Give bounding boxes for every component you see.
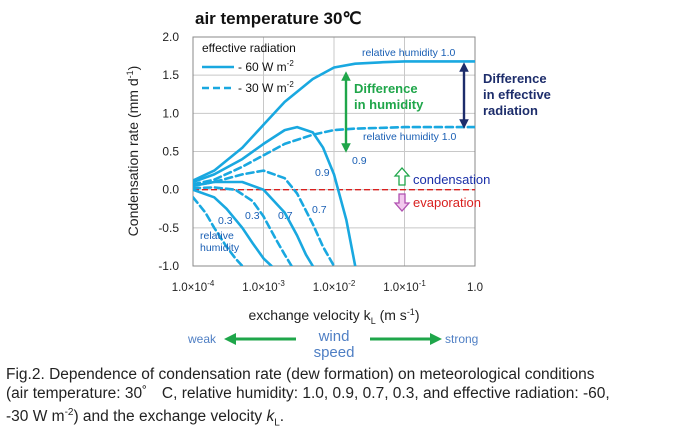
wind-label-1: wind [318,328,350,345]
rh-07-dashed: 0.7 [312,204,327,216]
figure-caption: Fig.2. Dependence of condensation rate (… [6,365,690,432]
y-ticks: 2.0 1.5 1.0 0.5 0.0 -0.5 -1.0 [158,30,179,273]
y-tick-label: -1.0 [158,259,179,273]
y-tick-label: 0.5 [162,145,179,159]
chart-svg: air temperature 30℃ 2.0 1.5 1.0 0.5 0.0 -0.5 -… [125,9,551,326]
series-line-dashed-rh-0.3 [193,196,244,266]
y-tick-label: -0.5 [158,221,179,235]
evaporation-label: evaporation [413,195,481,210]
y-tick-label: 1.0 [162,106,179,120]
caption-line-1: Fig.2. Dependence of condensation rate (… [6,366,595,383]
diff-humidity-label-1: Difference [354,81,418,96]
rh-word-2: humidity [200,242,240,254]
series-line-dashed-rh-0.7 [193,186,293,266]
x-tick-label: 1.0×10-3 [242,279,285,294]
series-line-solid-rh-0.3 [193,188,273,266]
legend: effective radiation - 60 W m-2 - 30 W m-… [202,41,296,95]
x-axis-label: exchange velocity kL (m s-1) [249,307,420,326]
series-line-solid-rh-0.9 [193,125,357,266]
plot-frame [192,36,476,267]
y-tick-label: 2.0 [162,30,179,44]
diff-humidity-label-2: in humidity [354,97,424,112]
rh-label-1-dashed: relative humidity 1.0 [363,131,457,143]
x-tick-label: 1.0×10-1 [383,279,426,294]
arrow-down-icon [393,193,411,212]
series-line-dashed-rh-1.0 [193,125,475,186]
caption-line-2: (air temperature: 30゜ C, relative humidi… [6,385,610,402]
x-tick-label: 1.0 [467,282,483,294]
chart-title: air temperature 30℃ [195,9,362,28]
rh-09-dashed: 0.9 [315,167,330,179]
rh-word-1: relative [200,230,234,242]
diff-radiation-label-1: Difference [483,71,547,86]
rh-03-solid: 0.3 [245,210,260,222]
series-group [193,60,475,266]
legend-title: effective radiation [202,41,296,55]
diff-radiation-label-3: radiation [483,103,538,118]
x-tick-label: 1.0×10-4 [172,279,215,294]
rh-07-solid: 0.7 [278,210,293,222]
caption-line-3: -30 W m-2) and the exchange velocity kL. [6,407,285,429]
wind-weak-label: weak [187,332,217,346]
rh-label-1-solid: relative humidity 1.0 [362,47,456,59]
legend-item-dashed: - 30 W m-2 [238,80,294,95]
grid [192,36,476,267]
y-tick-label: 1.5 [162,68,179,82]
wind-label-2: speed [314,344,355,361]
condensation-label: condensation [413,172,490,187]
series-line-solid-rh-1.0 [193,60,475,182]
rh-03-dashed: 0.3 [218,215,233,227]
rh-annotations: relative humidity 1.0 relative humidity … [200,47,457,254]
y-axis-label: Condensation rate (mm d-1) [125,66,141,237]
diff-radiation-label-2: in effective [483,87,551,102]
y-tick-label: 0.0 [162,183,179,197]
series-line-dashed-rh-0.9 [193,169,336,266]
wind-speed-indicator: weak wind speed strong [187,328,478,361]
rh-09-solid: 0.9 [352,155,367,167]
wind-strong-label: strong [445,332,478,346]
legend-item-solid: - 60 W m-2 [238,59,294,74]
x-ticks: 1.0×10-4 1.0×10-3 1.0×10-2 1.0×10-1 1.0 [172,279,483,294]
x-tick-label: 1.0×10-2 [313,279,356,294]
arrow-up-icon [393,167,411,186]
